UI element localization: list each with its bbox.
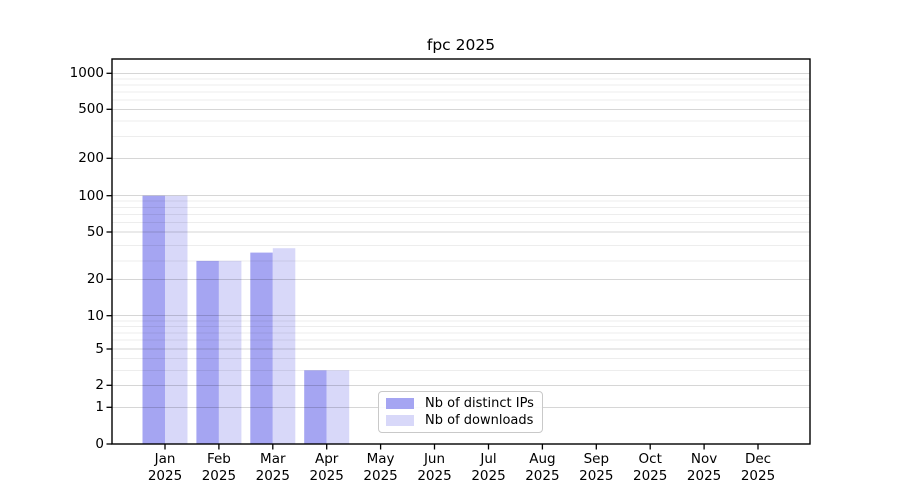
legend-item: Nb of downloads	[386, 413, 535, 428]
chart-title: fpc 2025	[426, 36, 496, 54]
bar-downloads-apr	[326, 370, 350, 444]
y-tick-label: 10	[86, 307, 104, 324]
x-tick-label: Oct 2025	[633, 451, 668, 484]
plot-frame	[111, 58, 811, 445]
legend-swatch-downloads	[386, 415, 414, 427]
legend-item: Nb of distinct IPs	[386, 396, 535, 411]
y-tick-label: 2	[95, 377, 104, 394]
bar-downloads-jan	[165, 195, 188, 444]
bar-distinct-ips-feb	[196, 260, 219, 444]
x-tick-label: Nov 2025	[686, 451, 722, 484]
y-tick-label: 0	[95, 436, 104, 452]
x-tick-label: Aug 2025	[525, 451, 560, 484]
legend: Nb of distinct IPs Nb of downloads	[378, 391, 543, 433]
x-tick-label: Mar 2025	[255, 451, 290, 484]
y-tick-label: 100	[78, 187, 104, 204]
y-tick-label: 50	[86, 224, 104, 240]
y-tick-label: 20	[86, 271, 104, 288]
bar-distinct-ips-jan	[142, 195, 165, 444]
legend-label: Nb of distinct IPs	[425, 395, 534, 411]
x-tick-label: Apr 2025	[309, 451, 344, 484]
x-tick-label: Jan 2025	[147, 451, 183, 484]
legend-swatch-distinct-ips	[386, 397, 414, 409]
y-tick-label: 200	[78, 150, 104, 167]
legend-label: Nb of downloads	[425, 413, 534, 429]
x-tick-label: May 2025	[363, 451, 398, 484]
x-tick-label: Jul 2025	[471, 451, 506, 484]
bar-downloads-feb	[218, 260, 242, 444]
bar-distinct-ips-mar	[250, 252, 273, 444]
x-tick-label: Feb 2025	[201, 451, 237, 484]
x-tick-label: Sep 2025	[579, 451, 614, 484]
y-tick-label: 5	[95, 341, 104, 357]
y-tick-label: 1000	[69, 65, 104, 82]
y-tick-label: 500	[78, 101, 104, 118]
bar-distinct-ips-apr	[304, 370, 327, 444]
y-tick-label: 1	[95, 399, 104, 416]
x-tick-label: Jun 2025	[417, 451, 452, 484]
x-tick-label: Dec 2025	[740, 451, 776, 484]
bar-downloads-mar	[272, 248, 296, 444]
